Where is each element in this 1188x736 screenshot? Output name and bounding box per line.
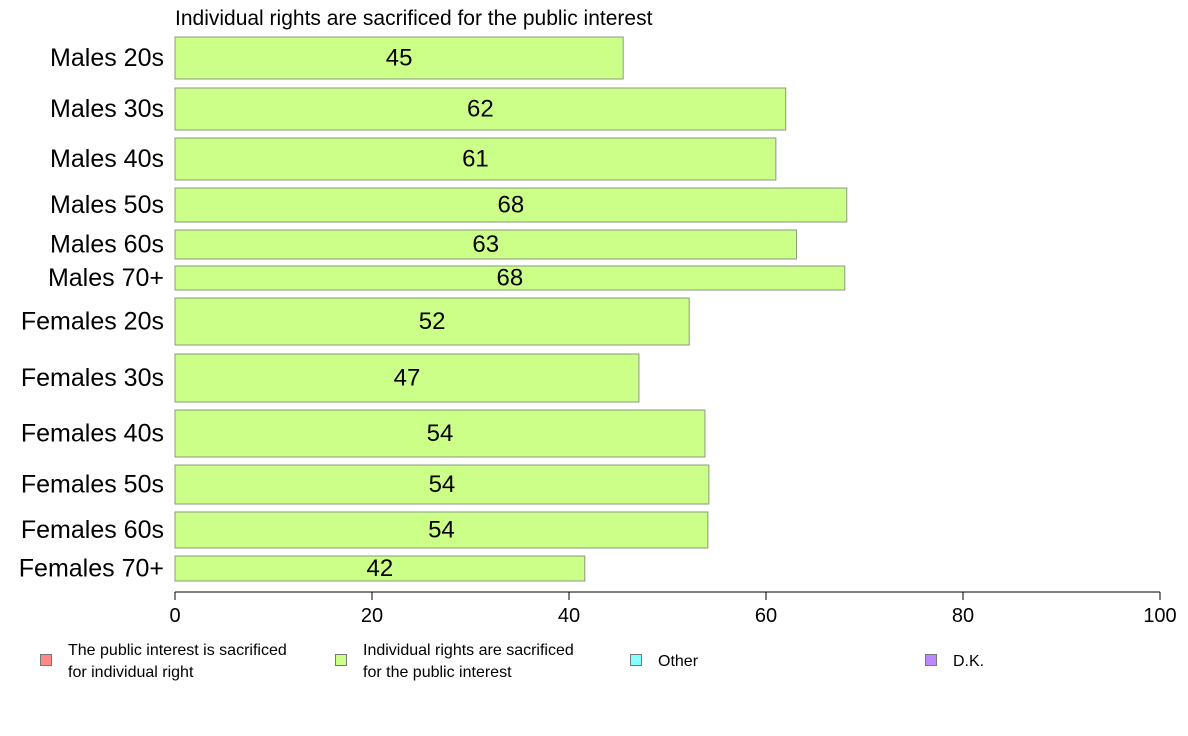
category-label: Males 70+: [48, 264, 164, 292]
category-label: Females 20s: [21, 308, 164, 336]
legend-swatch: [40, 654, 52, 666]
data-label: 42: [367, 555, 394, 582]
category-label: Females 70+: [19, 555, 164, 583]
legend-label: Other: [658, 653, 699, 670]
legend-item-individual-rights-sacrificed: Individual rights are sacrificed for the…: [335, 640, 574, 684]
legend-label: Individual rights are sacrificed for the…: [363, 642, 574, 681]
category-label: Females 30s: [21, 364, 164, 392]
category-label: Females 40s: [21, 420, 164, 448]
legend-swatch: [630, 654, 642, 666]
data-label: 54: [427, 420, 454, 447]
legend-item-dk: D.K.: [925, 640, 984, 673]
x-axis: 0 20 40 60 80 100: [169, 591, 1177, 627]
bar: [174, 464, 710, 505]
x-tick-label: 100: [1143, 605, 1176, 627]
bar: [174, 265, 846, 291]
legend-label: The public interest is sacrificed for in…: [68, 642, 287, 681]
data-label: 63: [472, 231, 499, 258]
data-label: 52: [419, 308, 446, 335]
category-label: Males 50s: [50, 191, 164, 219]
bar: [174, 187, 848, 223]
data-label: 68: [498, 192, 525, 219]
x-tick-label: 0: [169, 605, 180, 627]
data-label: 45: [386, 45, 413, 72]
data-label: 47: [394, 365, 421, 392]
bar: [174, 511, 709, 549]
bar: [174, 137, 777, 181]
bar-chart: Individual rights are sacrificed for the…: [19, 7, 1177, 627]
bar: [174, 353, 640, 403]
data-label: 61: [462, 146, 489, 173]
x-tick-label: 20: [361, 605, 383, 627]
bar: [174, 297, 690, 346]
chart-title: Individual rights are sacrificed for the…: [175, 7, 653, 30]
legend-label: D.K.: [953, 653, 985, 670]
category-label: Females 50s: [21, 471, 164, 499]
x-tick-label: 80: [952, 605, 974, 627]
data-label: 54: [428, 517, 455, 544]
bars-layer: Males 20s 45 Males 30s 62 Males 40s 61 Males 5…: [19, 36, 848, 583]
x-tick-label: 60: [755, 605, 777, 627]
category-label: Males 60s: [50, 231, 164, 259]
bar: [174, 555, 586, 582]
category-label: Females 60s: [21, 516, 164, 544]
category-label: Males 30s: [50, 95, 164, 123]
data-label: 62: [467, 96, 494, 123]
legend-item-public-interest-sacrificed: The public interest is sacrificed for in…: [40, 640, 287, 684]
category-label: Males 40s: [50, 145, 164, 173]
category-label: Males 20s: [50, 44, 164, 72]
legend-item-other: Other: [630, 640, 698, 673]
data-label: 68: [497, 265, 524, 292]
legend-swatch: [335, 654, 347, 666]
bar: [174, 409, 706, 458]
bar: [174, 87, 787, 131]
bar: [174, 36, 624, 80]
legend-swatch: [925, 654, 937, 666]
bar: [174, 229, 798, 260]
legend: The public interest is sacrificed for in…: [0, 640, 1188, 690]
x-tick-label: 40: [558, 605, 580, 627]
data-label: 54: [429, 471, 456, 498]
